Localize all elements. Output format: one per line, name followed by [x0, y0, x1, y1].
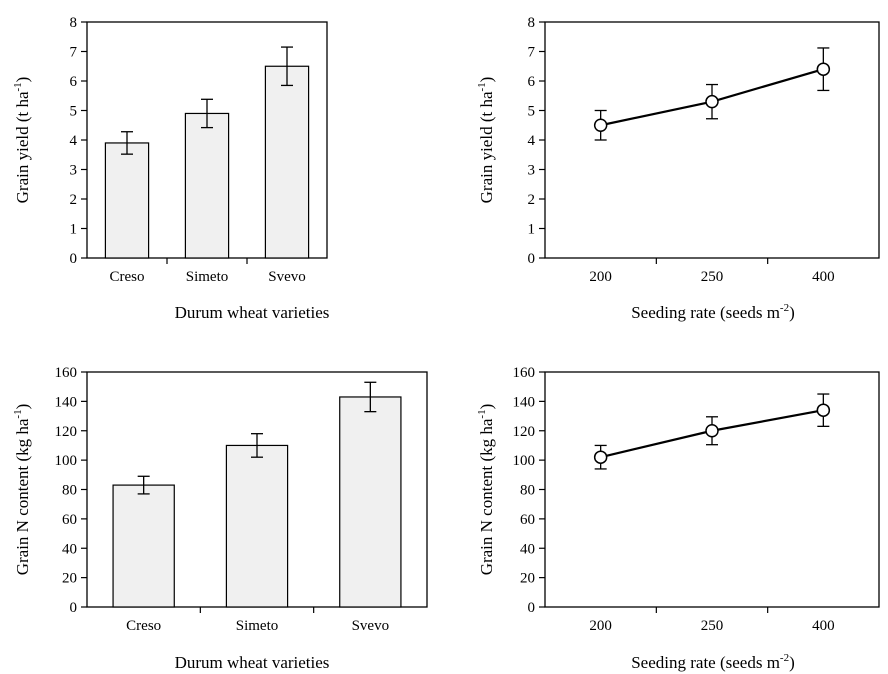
x-axis-label: Durum wheat varieties — [175, 303, 330, 322]
y-tick-label: 140 — [513, 394, 536, 410]
x-tick-label: Creso — [126, 618, 161, 634]
x-tick-label: 250 — [701, 618, 724, 634]
y-tick-label: 4 — [70, 133, 78, 149]
y-tick-label: 2 — [70, 192, 78, 208]
y-tick-label: 40 — [62, 541, 77, 557]
y-tick-label: 6 — [70, 74, 78, 90]
x-axis-label: Seeding rate (seeds m-2) — [631, 652, 795, 672]
chart-panel-2: 0 1 2 3 4 5 6 7 8 200 250 400 Seeding rate (seeds m-… — [476, 15, 880, 322]
data-point-250 — [705, 424, 719, 438]
y-axis-label: Grain yield (t ha-1) — [12, 77, 32, 204]
data-point-400 — [816, 62, 831, 76]
chart-panel-4: 0 20 40 60 80 100 120 140 160 200 250 400 Seeding ra… — [476, 365, 880, 672]
y-tick-label: 0 — [70, 251, 78, 267]
chart-panel-3: 0 20 40 60 80 100 120 140 160 Creso Simeto Svevo Dur… — [12, 365, 428, 672]
y-tick-label: 0 — [528, 600, 536, 616]
y-axis-label: Grain yield (t ha-1) — [476, 77, 496, 204]
y-tick-label: 5 — [528, 104, 536, 120]
y-tick-label: 1 — [70, 222, 78, 238]
y-axis-label: Grain N content (kg ha-1) — [476, 404, 496, 576]
bar-simeto — [184, 112, 230, 259]
chart-panel-1: 0 1 2 3 4 5 6 7 8 Creso Simeto Svevo Durum wheat var… — [12, 15, 329, 322]
bar-svevo — [264, 65, 310, 259]
y-tick-label: 0 — [528, 251, 536, 267]
x-tick-label: Simeto — [186, 269, 229, 285]
y-tick-label: 8 — [70, 15, 78, 31]
y-tick-label: 1 — [528, 222, 536, 238]
y-tick-label: 8 — [528, 15, 536, 31]
y-tick-label: 160 — [55, 365, 78, 381]
bar-creso — [104, 142, 150, 259]
x-tick-label: 400 — [812, 618, 835, 634]
y-tick-label: 160 — [513, 365, 536, 381]
y-tick-label: 100 — [513, 453, 536, 469]
x-tick-label: Creso — [110, 269, 145, 285]
data-point-200 — [593, 450, 608, 464]
y-tick-label: 6 — [528, 74, 536, 90]
y-tick-label: 120 — [513, 424, 536, 440]
y-tick-label: 7 — [70, 45, 78, 61]
bar-svevo — [339, 396, 402, 608]
y-tick-label: 3 — [528, 163, 536, 179]
y-tick-label: 60 — [62, 512, 77, 528]
x-tick-label: 400 — [812, 269, 835, 285]
data-point-400 — [816, 403, 831, 417]
x-axis-label: Seeding rate (seeds m-2) — [631, 302, 795, 322]
bar-simeto — [225, 444, 289, 608]
y-tick-label: 20 — [62, 571, 77, 587]
bar-creso — [112, 484, 175, 608]
y-tick-label: 5 — [70, 104, 78, 120]
x-tick-label: 200 — [589, 618, 612, 634]
data-point-250 — [705, 94, 719, 109]
y-tick-label: 140 — [55, 394, 78, 410]
y-axis-label: Grain N content (kg ha-1) — [12, 404, 32, 576]
y-tick-label: 60 — [520, 512, 535, 528]
x-tick-label: Svevo — [352, 618, 390, 634]
y-tick-label: 3 — [70, 163, 78, 179]
x-tick-label: 250 — [701, 269, 724, 285]
x-tick-label: Simeto — [236, 618, 279, 634]
y-tick-label: 40 — [520, 541, 535, 557]
y-tick-label: 80 — [62, 483, 77, 499]
y-tick-label: 7 — [528, 45, 536, 61]
y-tick-label: 100 — [55, 453, 78, 469]
y-tick-label: 120 — [55, 424, 78, 440]
y-tick-label: 2 — [528, 192, 536, 208]
y-tick-label: 20 — [520, 571, 535, 587]
y-tick-label: 80 — [520, 483, 535, 499]
y-tick-label: 4 — [528, 133, 536, 149]
data-point-200 — [593, 118, 608, 132]
x-axis-label: Durum wheat varieties — [175, 653, 330, 672]
x-tick-label: Svevo — [268, 269, 306, 285]
x-tick-label: 200 — [589, 269, 612, 285]
y-tick-label: 0 — [70, 600, 78, 616]
